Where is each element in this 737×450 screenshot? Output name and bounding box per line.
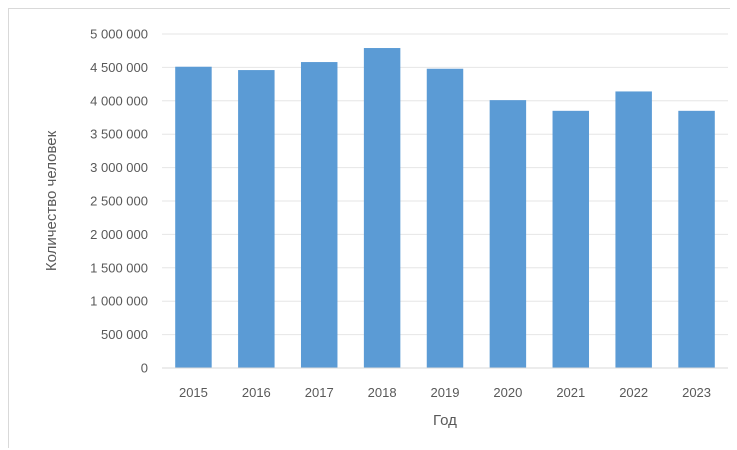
y-tick-label: 2 000 000: [90, 227, 148, 242]
x-tick-label: 2022: [619, 385, 648, 400]
y-tick-label: 500 000: [101, 327, 148, 342]
y-tick-label: 3 500 000: [90, 127, 148, 142]
x-tick-label: 2016: [242, 385, 271, 400]
x-tick-label: 2018: [368, 385, 397, 400]
y-axis-title: Количество человек: [43, 130, 60, 271]
y-tick-label: 0: [141, 361, 148, 376]
y-tick-label: 1 500 000: [90, 260, 148, 275]
x-tick-label: 2019: [431, 385, 460, 400]
bar-2019: [426, 68, 464, 369]
bar-2015: [175, 66, 212, 369]
x-tick-labels: 2015 2016 2017 2018 2019 2020 2021 2022 2023: [179, 385, 711, 400]
x-tick-label: 2015: [179, 385, 208, 400]
bar-2021: [552, 110, 590, 368]
y-tick-labels: 0 500 000 1 000 000 1 500 000 2 000 000 2 500…: [90, 27, 148, 376]
y-tick-label: 1 000 000: [90, 294, 148, 309]
bars: [175, 48, 715, 369]
y-tick-label: 3 000 000: [90, 160, 148, 175]
bar-2022: [615, 91, 652, 368]
y-tick-label: 4 500 000: [90, 60, 148, 75]
x-axis-title: Год: [433, 412, 457, 429]
y-tick-label: 4 000 000: [90, 93, 148, 108]
x-tick-label: 2023: [682, 385, 711, 400]
y-tick-label: 2 500 000: [90, 194, 148, 209]
y-tick-label: 5 000 000: [90, 27, 148, 42]
bar-2023: [678, 110, 715, 368]
bar-2016: [238, 70, 275, 369]
bar-2018: [363, 48, 401, 368]
x-tick-label: 2021: [556, 385, 585, 400]
x-tick-label: 2020: [493, 385, 522, 400]
bar-2017: [300, 62, 338, 368]
x-tick-label: 2017: [305, 385, 334, 400]
bar-2020: [489, 100, 527, 368]
